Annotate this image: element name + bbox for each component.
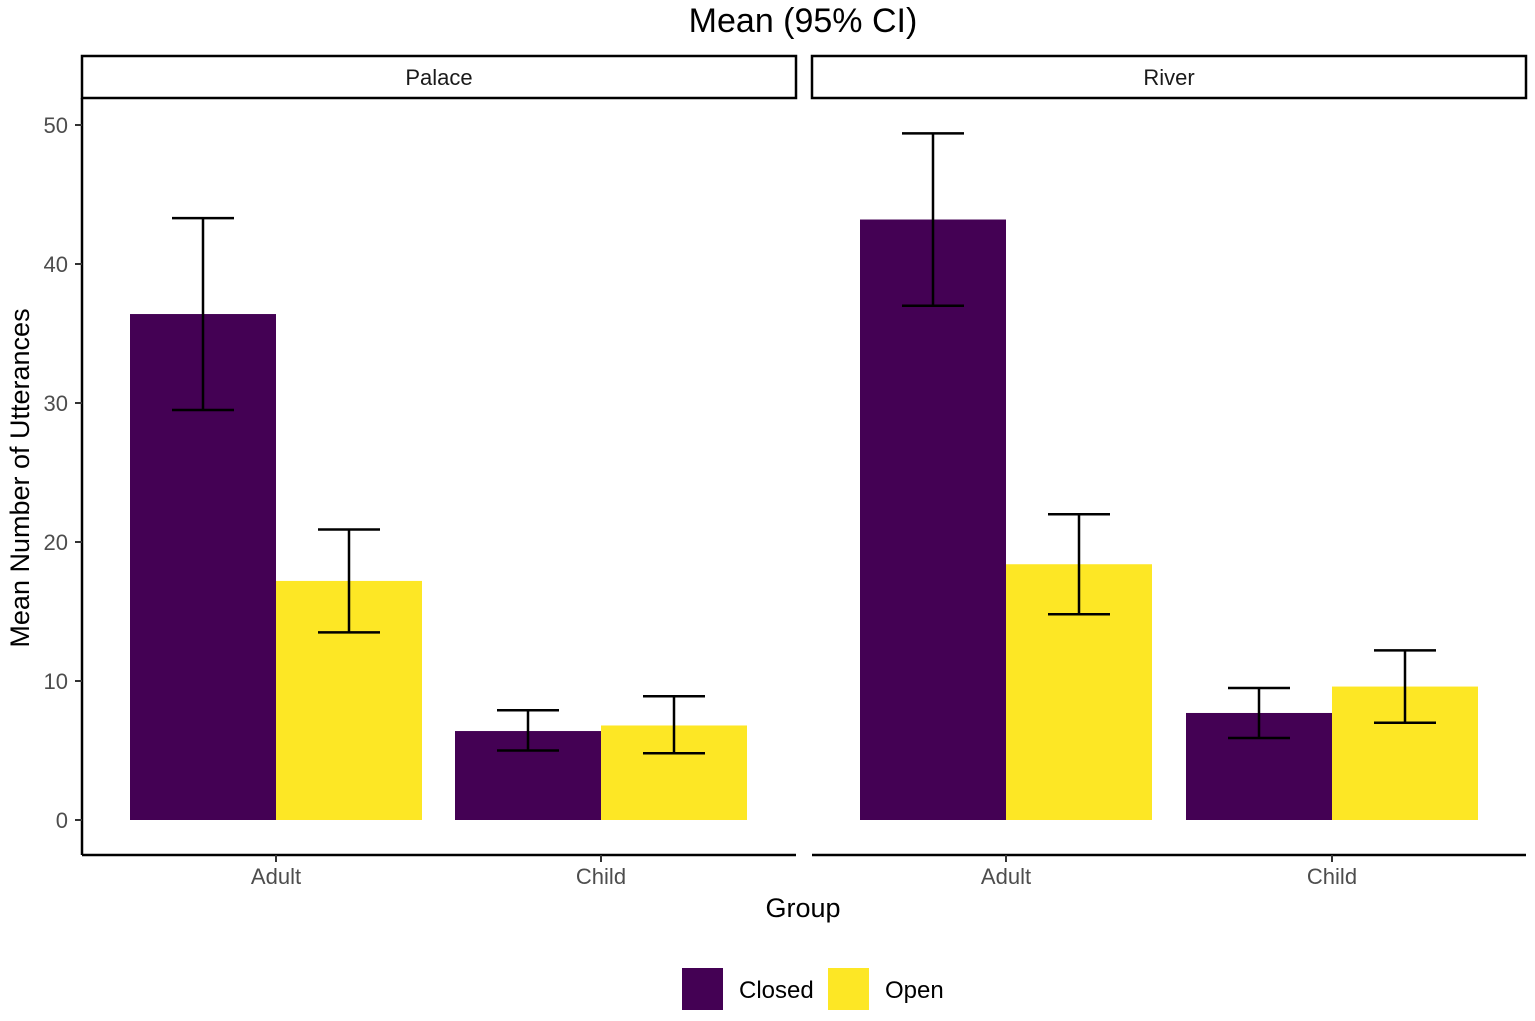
x-tick-label-palace-child: Child <box>576 864 626 889</box>
legend: Closed Open <box>682 968 944 1010</box>
y-tick-label-40: 40 <box>44 252 68 277</box>
y-tick-label-10: 10 <box>44 669 68 694</box>
legend-label-open: Open <box>885 977 944 1004</box>
error-bar-river-child-open <box>1374 649 1436 724</box>
legend-key-closed <box>682 968 723 1010</box>
strip-river <box>810 54 1528 100</box>
y-tick-label-20: 20 <box>44 530 68 555</box>
strip-label-palace: Palace <box>405 65 472 90</box>
error-bar-palace-child-open <box>643 695 705 755</box>
strip-label-river: River <box>1143 65 1194 90</box>
error-bar-river-adult-closed <box>902 132 964 307</box>
y-tick-label-50: 50 <box>44 113 68 138</box>
bar-river-adult-closed <box>860 219 1006 820</box>
strip-palace <box>80 54 798 100</box>
error-bar-palace-adult-open <box>318 528 380 634</box>
legend-label-closed: Closed <box>739 977 814 1004</box>
x-tick-label-river-adult: Adult <box>981 864 1031 889</box>
error-bar-river-adult-open <box>1048 512 1110 616</box>
chart-title: Mean (95% CI) <box>689 2 918 40</box>
y-tick-label-0: 0 <box>56 808 68 833</box>
y-axis-title: Mean Number of Utterances <box>5 308 35 647</box>
x-axis-title: Group <box>765 893 840 923</box>
x-tick-label-river-child: Child <box>1307 864 1357 889</box>
error-bar-river-child-closed <box>1228 686 1290 740</box>
x-tick-label-palace-adult: Adult <box>251 864 301 889</box>
panel-palace: Palace Adult Child 0 10 20 30 40 50 <box>44 54 798 889</box>
y-tick-label-30: 30 <box>44 391 68 416</box>
error-bar-palace-adult-closed <box>172 216 234 412</box>
facet-panels: Palace Adult Child 0 10 20 30 40 50 River Adult Chi… <box>44 54 1528 889</box>
error-bar-palace-child-closed <box>497 708 559 752</box>
panel-river: River Adult Child <box>810 54 1528 889</box>
legend-key-open <box>828 968 869 1010</box>
